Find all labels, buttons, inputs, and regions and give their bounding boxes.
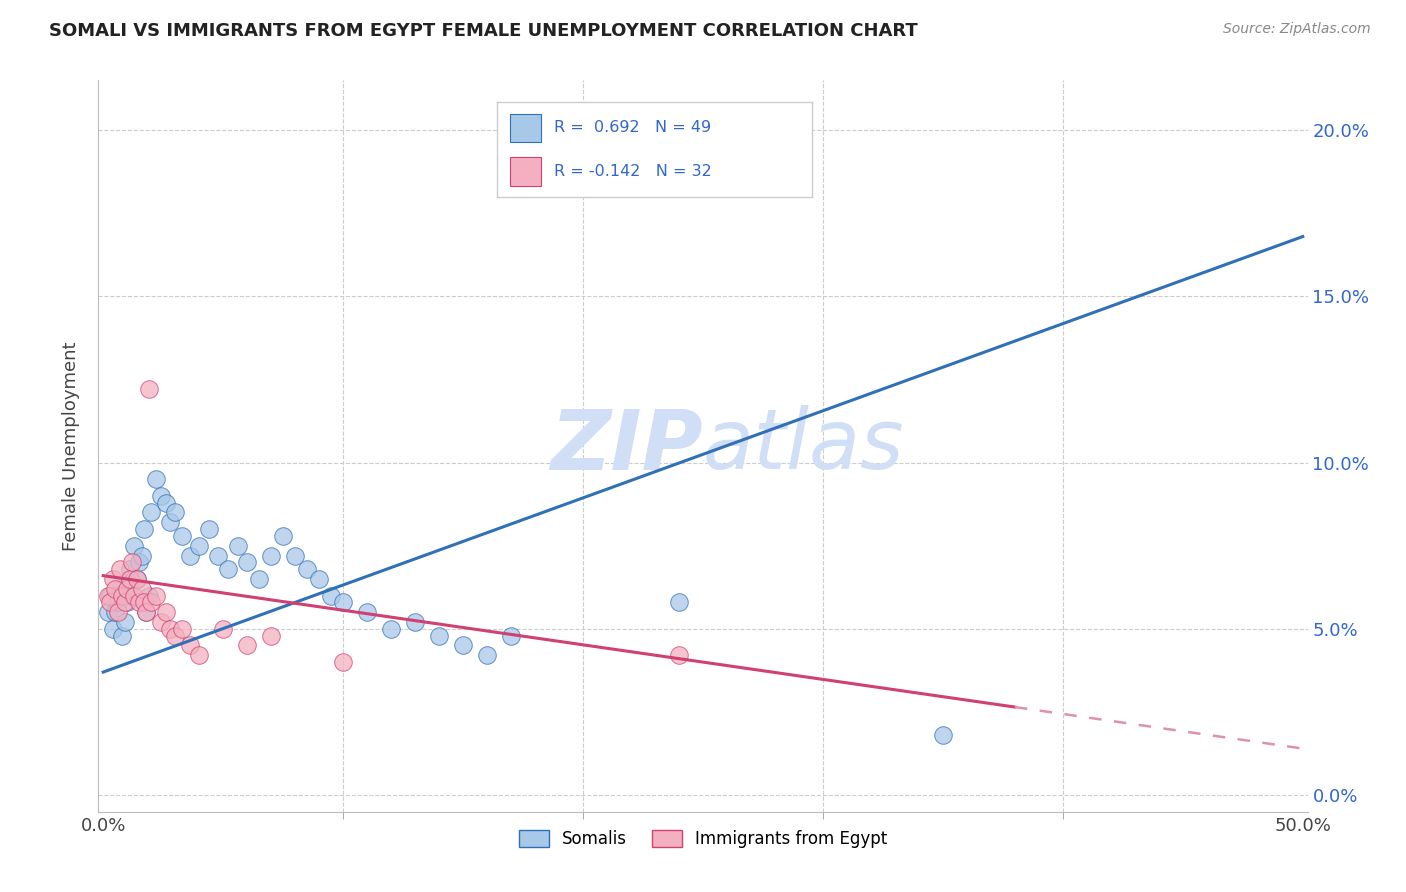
Point	[141, 506, 163, 520]
Point	[668, 648, 690, 663]
Point	[149, 615, 172, 630]
Point	[97, 605, 120, 619]
Point	[138, 383, 160, 397]
Point	[188, 539, 211, 553]
Point	[295, 562, 318, 576]
Text: atlas: atlas	[703, 406, 904, 486]
Point	[165, 628, 187, 642]
Point	[197, 522, 219, 536]
Point	[236, 555, 259, 569]
Point	[135, 605, 157, 619]
Point	[172, 622, 194, 636]
Point	[155, 495, 177, 509]
Text: Source: ZipAtlas.com: Source: ZipAtlas.com	[1223, 22, 1371, 37]
Point	[207, 549, 229, 563]
Point	[101, 622, 124, 636]
Y-axis label: Female Unemployment: Female Unemployment	[62, 342, 80, 550]
Point	[111, 628, 134, 642]
Point	[125, 572, 148, 586]
Point	[121, 555, 143, 569]
Point	[145, 472, 167, 486]
Point	[427, 628, 450, 642]
Point	[114, 615, 136, 630]
Point	[107, 605, 129, 619]
Point	[236, 639, 259, 653]
Text: ZIP: ZIP	[550, 406, 703, 486]
Point	[124, 589, 146, 603]
Point	[217, 562, 239, 576]
Point	[121, 589, 143, 603]
Text: SOMALI VS IMMIGRANTS FROM EGYPT FEMALE UNEMPLOYMENT CORRELATION CHART: SOMALI VS IMMIGRANTS FROM EGYPT FEMALE U…	[49, 22, 918, 40]
Point	[132, 595, 155, 609]
Point	[321, 589, 343, 603]
Point	[135, 605, 157, 619]
Point	[115, 582, 138, 596]
Point	[159, 622, 181, 636]
Point	[107, 595, 129, 609]
Point	[159, 516, 181, 530]
Point	[131, 549, 153, 563]
Point	[149, 489, 172, 503]
Legend: Somalis, Immigrants from Egypt: Somalis, Immigrants from Egypt	[512, 823, 894, 855]
Point	[932, 728, 955, 742]
Point	[271, 529, 294, 543]
Point	[141, 595, 163, 609]
Point	[165, 506, 187, 520]
Point	[108, 582, 131, 596]
Point	[131, 582, 153, 596]
Point	[115, 595, 138, 609]
Point	[179, 549, 201, 563]
Point	[380, 622, 402, 636]
Point	[118, 562, 141, 576]
Point	[356, 605, 378, 619]
Point	[332, 595, 354, 609]
Point	[404, 615, 426, 630]
Point	[172, 529, 194, 543]
Point	[155, 605, 177, 619]
Point	[145, 589, 167, 603]
Point	[108, 562, 131, 576]
Point	[118, 572, 141, 586]
Point	[475, 648, 498, 663]
Point	[100, 589, 122, 603]
Point	[128, 555, 150, 569]
Point	[132, 522, 155, 536]
Point	[260, 549, 283, 563]
Point	[668, 595, 690, 609]
Point	[179, 639, 201, 653]
Point	[104, 582, 127, 596]
Point	[124, 539, 146, 553]
Point	[451, 639, 474, 653]
Point	[97, 589, 120, 603]
Point	[104, 605, 127, 619]
Point	[128, 595, 150, 609]
Point	[308, 572, 330, 586]
Point	[260, 628, 283, 642]
Point	[101, 572, 124, 586]
Point	[284, 549, 307, 563]
Point	[499, 628, 522, 642]
Point	[138, 589, 160, 603]
Point	[111, 589, 134, 603]
Point	[247, 572, 270, 586]
Point	[125, 572, 148, 586]
Point	[114, 595, 136, 609]
Point	[188, 648, 211, 663]
Point	[100, 595, 122, 609]
Point	[212, 622, 235, 636]
Point	[332, 655, 354, 669]
Point	[226, 539, 249, 553]
